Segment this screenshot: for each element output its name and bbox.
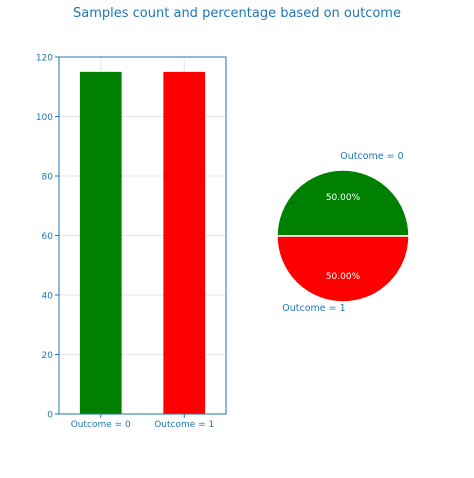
- y-tick-label: 80: [42, 173, 54, 183]
- y-tick-label: 0: [47, 411, 53, 421]
- pie-slice: [276, 169, 410, 237]
- y-tick-label: 60: [42, 232, 54, 242]
- figure-title: Samples count and percentage based on ou…: [73, 6, 401, 21]
- x-tick-label: Outcome = 1: [154, 420, 214, 430]
- bar: [79, 71, 122, 414]
- x-tick-label: Outcome = 0: [71, 420, 131, 430]
- y-tick-label: 120: [36, 54, 53, 64]
- y-tick-label: 100: [36, 113, 53, 123]
- y-tick-label: 40: [42, 292, 54, 302]
- pie-category-label: Outcome = 1: [282, 303, 345, 314]
- pie-category-label: Outcome = 0: [340, 151, 403, 162]
- bar: [163, 71, 206, 414]
- pie-slice: [276, 235, 410, 303]
- bar-chart: 0 20 40 60 80 100 120 Outcome = 0 Outcome = 1: [36, 54, 227, 430]
- y-tick-label: 20: [42, 351, 54, 361]
- pie-chart: 50.00% Outcome = 0 50.00% Outcome = 1: [276, 151, 410, 314]
- pie-percent-label: 50.00%: [326, 272, 361, 282]
- pie-percent-label: 50.00%: [326, 193, 361, 203]
